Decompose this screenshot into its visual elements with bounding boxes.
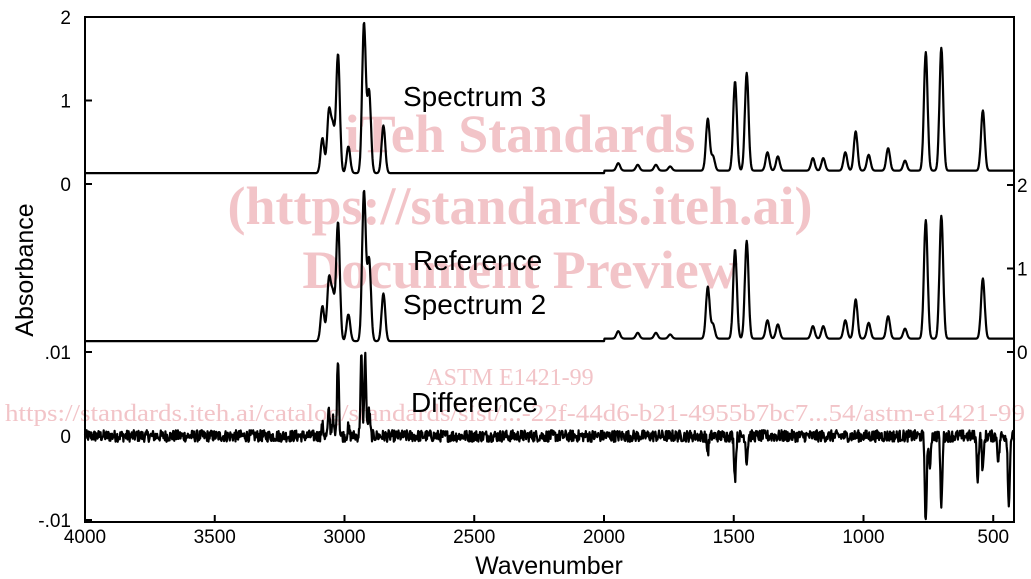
spectrum-3-label: Spectrum 3 [403, 81, 546, 112]
x-axis-title: Wavenumber [475, 552, 623, 579]
y-tick-label-p2-1: 0 [60, 427, 71, 448]
y-axis-title: Absorbance [11, 203, 39, 336]
y-tick-label-p0-1: 1 [60, 92, 71, 113]
axis-ticks: 4000 3500 3000 2500 2000 1500 1000 500 0 1 2 0 1 2 .01… [38, 8, 1027, 548]
trace-reference-spectrum-2 [84, 189, 1015, 343]
y-tick-label-p1-1: 1 [1017, 260, 1028, 281]
watermark-line-4: ASTM E1421-99 [426, 365, 593, 391]
y-tick-label-p0-0: 0 [60, 175, 71, 196]
trace-spectrum-3 [84, 21, 1015, 175]
y-tick-label-p2-0: .01 [45, 343, 71, 364]
x-tick-label-2000: 2000 [583, 527, 625, 548]
x-tick-label-2500: 2500 [453, 527, 495, 548]
y-tick-label-p0-2: 2 [60, 8, 71, 29]
trace-difference [83, 351, 1016, 521]
watermark-line-2: (https://standards.iteh.ai) [227, 176, 812, 236]
y-tick-label-p1-2: 2 [1017, 176, 1028, 197]
x-tick-label-500: 500 [977, 527, 1009, 548]
watermark-line-1: iTeh Standards [345, 104, 696, 164]
spectrum-traces [83, 21, 1016, 521]
watermark: iTeh Standards (https://standards.iteh.a… [5, 104, 1025, 427]
y-tick-label-p2-2: -.01 [38, 511, 71, 532]
watermark-line-5: https://standards.iteh.ai/catalog/standa… [5, 401, 1025, 427]
x-tick-label-3000: 3000 [323, 527, 365, 548]
reference-label-line-2: Spectrum 2 [403, 289, 546, 320]
x-tick-label-3500: 3500 [194, 527, 236, 548]
difference-label: Difference [411, 387, 538, 418]
watermark-line-3: Document Preview [302, 240, 737, 300]
x-tick-label-1000: 1000 [842, 527, 884, 548]
reference-label-line-1: Reference [413, 245, 542, 276]
x-tick-label-1500: 1500 [713, 527, 755, 548]
y-tick-label-p1-0: 0 [1017, 343, 1028, 364]
x-tick-label-4000: 4000 [64, 527, 106, 548]
